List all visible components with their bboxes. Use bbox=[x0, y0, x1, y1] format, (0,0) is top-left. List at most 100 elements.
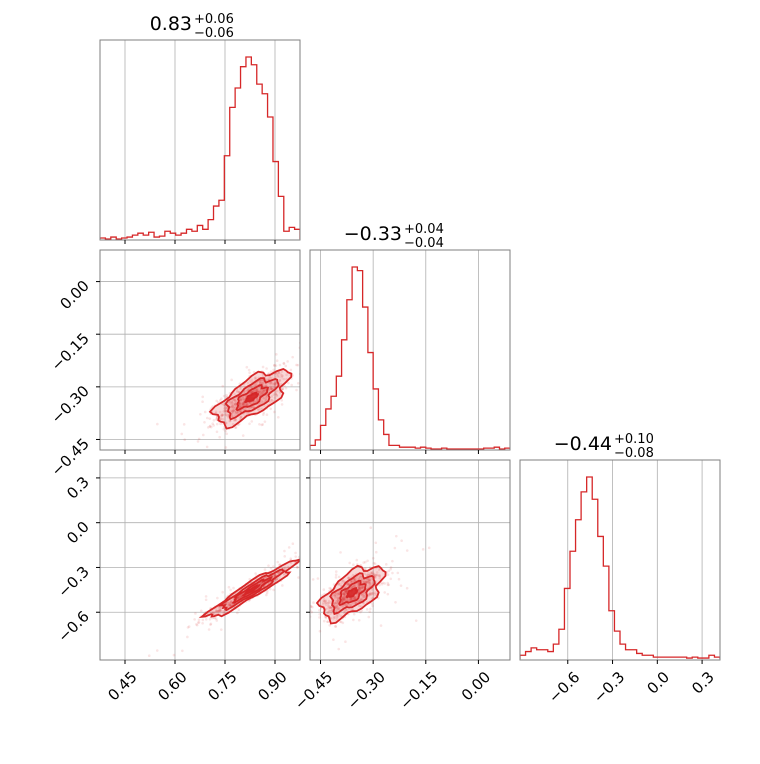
sample-point bbox=[241, 402, 244, 405]
sample-point bbox=[224, 409, 228, 413]
histogram-bar bbox=[159, 236, 164, 239]
sample-point bbox=[334, 573, 338, 577]
sample-point bbox=[329, 601, 332, 604]
sample-point bbox=[391, 571, 394, 575]
sample-point bbox=[276, 628, 279, 631]
histogram-bar bbox=[484, 448, 489, 449]
axes-frame bbox=[99, 459, 301, 661]
sample-point bbox=[237, 596, 241, 599]
sample-point bbox=[400, 539, 403, 543]
sample-point bbox=[333, 594, 336, 597]
histogram-bar bbox=[111, 237, 116, 239]
histogram-bar bbox=[426, 448, 431, 449]
sample-point bbox=[231, 408, 235, 412]
contour-level bbox=[240, 583, 261, 597]
histogram-bar bbox=[246, 57, 251, 239]
sample-point bbox=[224, 421, 228, 425]
sample-point bbox=[347, 576, 350, 580]
sample-point bbox=[377, 568, 381, 572]
sample-point bbox=[199, 412, 202, 416]
sample-point bbox=[366, 572, 370, 575]
sample-point bbox=[262, 384, 266, 388]
sample-point bbox=[330, 605, 334, 609]
sample-point bbox=[209, 623, 212, 626]
histogram-bar bbox=[494, 447, 499, 449]
sample-point bbox=[344, 590, 348, 594]
sample-point bbox=[337, 575, 341, 579]
sample-point bbox=[348, 530, 351, 533]
sample-point bbox=[350, 598, 353, 601]
sample-point bbox=[274, 392, 278, 395]
sample-point bbox=[262, 389, 266, 393]
histogram-line bbox=[310, 266, 510, 450]
sample-point bbox=[196, 621, 200, 624]
sample-point bbox=[231, 410, 234, 414]
sample-point bbox=[342, 598, 345, 601]
sample-point bbox=[259, 378, 263, 382]
histogram-bar bbox=[132, 235, 137, 239]
sample-point bbox=[268, 587, 272, 591]
sample-point bbox=[350, 579, 354, 583]
sample-point bbox=[421, 548, 425, 551]
sample-point bbox=[334, 595, 338, 598]
sample-point bbox=[222, 611, 225, 614]
sample-point bbox=[333, 616, 337, 619]
sample-point bbox=[260, 581, 263, 584]
sample-point bbox=[230, 378, 233, 382]
sample-point bbox=[363, 572, 367, 576]
sample-point bbox=[399, 584, 403, 587]
sample-point bbox=[374, 575, 377, 579]
sample-point bbox=[361, 579, 364, 583]
sample-point bbox=[371, 571, 374, 575]
sample-point bbox=[371, 604, 374, 608]
sample-point bbox=[282, 566, 286, 570]
sample-point bbox=[335, 617, 339, 621]
sample-point bbox=[369, 526, 373, 529]
histogram-bar bbox=[378, 420, 383, 449]
sample-point bbox=[204, 618, 208, 621]
sample-point bbox=[354, 601, 357, 604]
sample-point bbox=[214, 617, 218, 620]
sample-point bbox=[204, 595, 208, 598]
sample-point bbox=[234, 426, 237, 429]
sample-point bbox=[217, 609, 221, 613]
sample-point bbox=[314, 548, 317, 551]
sample-point bbox=[231, 411, 234, 415]
histogram-bar bbox=[709, 655, 715, 659]
sample-point bbox=[201, 618, 205, 622]
sample-point bbox=[237, 608, 241, 612]
sample-point bbox=[223, 404, 227, 408]
sample-point bbox=[414, 619, 418, 622]
sample-point bbox=[316, 577, 320, 580]
sample-point bbox=[306, 340, 309, 343]
histogram-bar bbox=[537, 650, 543, 659]
sample-point bbox=[209, 425, 213, 429]
sample-point bbox=[284, 566, 287, 569]
sample-point bbox=[222, 394, 226, 398]
sample-point bbox=[345, 609, 349, 612]
sample-point bbox=[360, 597, 363, 601]
sample-point bbox=[328, 609, 331, 612]
sample-point bbox=[282, 361, 286, 365]
sample-point bbox=[291, 542, 295, 546]
sample-point bbox=[368, 573, 372, 577]
sample-point bbox=[372, 573, 375, 576]
histogram-bar bbox=[321, 425, 326, 449]
sample-point bbox=[237, 390, 241, 394]
sample-point bbox=[326, 620, 330, 623]
sample-point bbox=[269, 387, 273, 391]
sample-point bbox=[326, 601, 330, 605]
sample-point bbox=[405, 549, 409, 552]
sample-point bbox=[376, 573, 380, 577]
sample-point bbox=[344, 585, 348, 588]
sample-point bbox=[282, 362, 286, 365]
sample-point bbox=[276, 373, 279, 377]
sample-point bbox=[375, 573, 379, 577]
sample-point bbox=[212, 611, 215, 615]
histogram-bar bbox=[570, 551, 576, 659]
sample-point bbox=[343, 597, 346, 601]
sample-point bbox=[215, 417, 219, 421]
sample-point bbox=[368, 581, 372, 585]
sample-point bbox=[229, 588, 232, 592]
sample-point bbox=[258, 389, 262, 393]
